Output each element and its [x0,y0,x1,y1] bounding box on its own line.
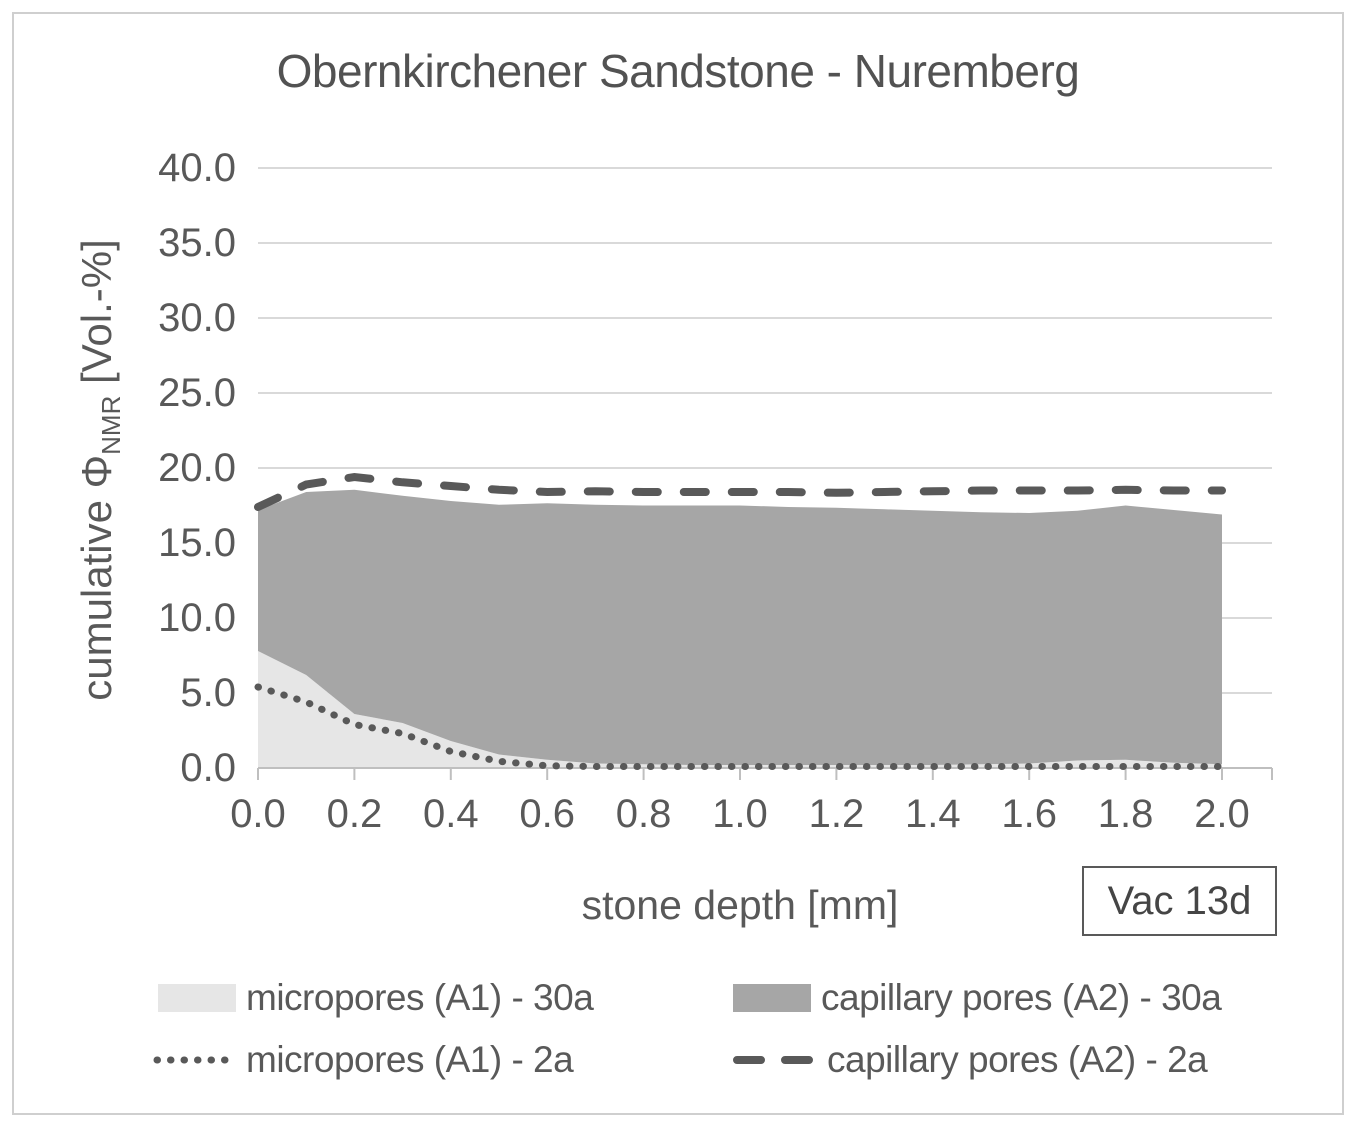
y-tick-label: 15.0 [158,521,236,565]
y-tick-label: 30.0 [158,296,236,340]
y-tick-label: 0.0 [180,746,236,790]
x-tick-label: 0.2 [326,792,383,836]
y-tick-label: 20.0 [158,446,236,490]
x-tick-label: 1.8 [1097,792,1154,836]
x-tick-label: 0.0 [230,792,286,836]
y-axis-title-subscript: NMR [96,395,127,455]
dashed-line-swatch-icon [733,1056,817,1064]
y-tick-label: 35.0 [158,221,236,265]
x-tick-label: 1.6 [1001,792,1057,836]
figure-border [12,12,1344,1115]
y-axis-title: cumulative ΦNMR [Vol.-%] [73,239,127,701]
legend-label: micropores (A1) - 30a [246,977,594,1018]
light-area-swatch-icon [158,984,236,1012]
x-tick-label: 0.4 [422,792,479,836]
y-axis-title-main: cumulative Φ [72,454,120,701]
dotted-line-swatch-icon [153,1056,236,1064]
y-tick-label: 5.0 [180,671,236,715]
legend-item-capillary-30a: capillary pores (A2) - 30a [733,977,1222,1018]
x-axis-title: stone depth [mm] [581,882,899,928]
legend-item-micropores-30a: micropores (A1) - 30a [158,977,594,1018]
annotation-box-label: Vac 13d [1107,878,1252,923]
annotation-box: Vac 13d [1082,866,1277,936]
legend-label: capillary pores (A2) - 30a [821,977,1222,1018]
legend-item-capillary-2a: capillary pores (A2) - 2a [729,1039,1208,1080]
area-capillary-30a [258,489,1222,765]
area-micropores-30a [258,651,1222,768]
legend-label: micropores (A1) - 2a [246,1039,574,1080]
chart-title: Obernkirchener Sandstone - Nuremberg [276,45,1080,97]
legend-label: capillary pores (A2) - 2a [827,1039,1208,1080]
x-tick-label: 0.8 [615,792,672,836]
x-tick-label: 0.6 [519,792,575,836]
x-tick-label: 2.0 [1194,792,1250,836]
y-axis-title-unit: [Vol.-%] [72,239,120,396]
y-tick-label: 10.0 [158,596,236,640]
line-capillary-2a [254,472,1226,511]
x-tick-label: 1.0 [712,792,768,836]
dark-area-swatch-icon [733,984,811,1012]
y-tick-label: 40.0 [158,146,236,190]
y-tick-label: 25.0 [158,371,236,415]
x-tick-label: 1.2 [808,792,865,836]
legend-item-micropores-2a: micropores (A1) - 2a [152,1039,574,1080]
x-tick-label: 1.4 [904,792,961,836]
